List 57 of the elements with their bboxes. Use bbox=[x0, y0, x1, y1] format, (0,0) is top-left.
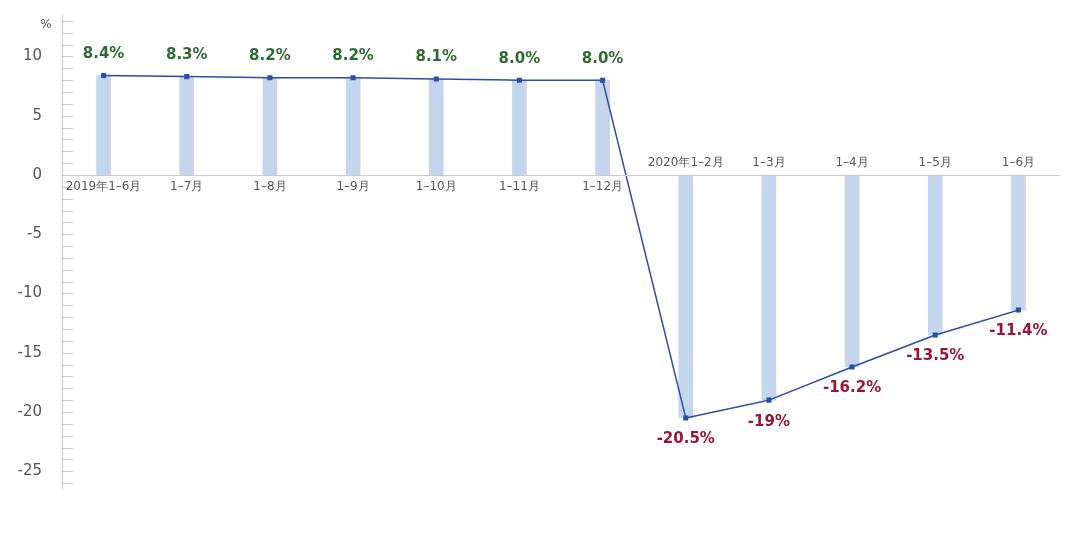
bar bbox=[262, 77, 278, 176]
data-label: 8.0% bbox=[581, 48, 624, 67]
data-label: 8.1% bbox=[415, 47, 458, 66]
x-tick-label: 2020年1–2月 bbox=[647, 155, 724, 170]
data-label: 8.2% bbox=[249, 46, 291, 65]
bar bbox=[345, 77, 361, 176]
y-tick-label: -15 bbox=[17, 342, 42, 361]
point bbox=[267, 75, 273, 81]
x-tick-label: 2019年1–6月 bbox=[65, 179, 142, 194]
bar bbox=[179, 76, 195, 176]
x-tick-label: 1–12月 bbox=[582, 179, 624, 194]
x-tick-label: 1–3月 bbox=[752, 155, 786, 170]
point bbox=[849, 364, 855, 370]
y-tick-label: -10 bbox=[17, 283, 42, 302]
point bbox=[1015, 307, 1021, 313]
x-tick-label: 1–6月 bbox=[1001, 155, 1036, 170]
data-label: -13.5% bbox=[906, 346, 965, 365]
bar bbox=[96, 75, 111, 176]
point bbox=[350, 75, 356, 81]
x-tick-label: 1–8月 bbox=[253, 179, 287, 194]
data-label: -20.5% bbox=[656, 429, 715, 448]
x-tick-label: 1–7月 bbox=[170, 179, 204, 194]
point bbox=[600, 77, 606, 83]
data-label: 8.4% bbox=[82, 43, 125, 62]
y-tick-label: 5 bbox=[32, 105, 42, 124]
x-tick-label: 1–4月 bbox=[835, 155, 869, 170]
bar bbox=[595, 79, 610, 176]
point bbox=[932, 332, 938, 338]
point bbox=[184, 74, 190, 80]
data-label: 8.0% bbox=[498, 48, 541, 67]
data-label: -19% bbox=[747, 411, 790, 430]
point bbox=[101, 72, 107, 78]
bar bbox=[927, 174, 943, 336]
y-tick-label: -20 bbox=[17, 401, 42, 420]
x-tick-label: 1–9月 bbox=[336, 179, 370, 194]
bar bbox=[1011, 174, 1026, 311]
bar bbox=[512, 79, 527, 176]
x-tick-label: 1–5月 bbox=[918, 155, 952, 170]
data-label: 8.2% bbox=[332, 46, 374, 65]
point bbox=[683, 415, 689, 421]
bar bbox=[428, 78, 444, 176]
point bbox=[516, 77, 522, 83]
data-label: 8.3% bbox=[165, 45, 208, 64]
y-tick-label: 0 bbox=[32, 164, 42, 183]
y-tick-label: 10 bbox=[22, 46, 42, 65]
y-axis-title: % bbox=[40, 17, 52, 32]
data-label: -16.2% bbox=[822, 378, 882, 397]
x-tick-label: 1–11月 bbox=[498, 179, 540, 194]
x-tick-label: 1–10月 bbox=[415, 179, 457, 194]
bar bbox=[678, 174, 694, 419]
bar bbox=[761, 174, 777, 401]
y-tick-label: -25 bbox=[17, 461, 42, 480]
point bbox=[433, 76, 439, 82]
point bbox=[766, 397, 772, 403]
data-label: -11.4% bbox=[989, 321, 1048, 340]
bar bbox=[844, 174, 860, 368]
y-tick-label: -5 bbox=[27, 224, 42, 243]
